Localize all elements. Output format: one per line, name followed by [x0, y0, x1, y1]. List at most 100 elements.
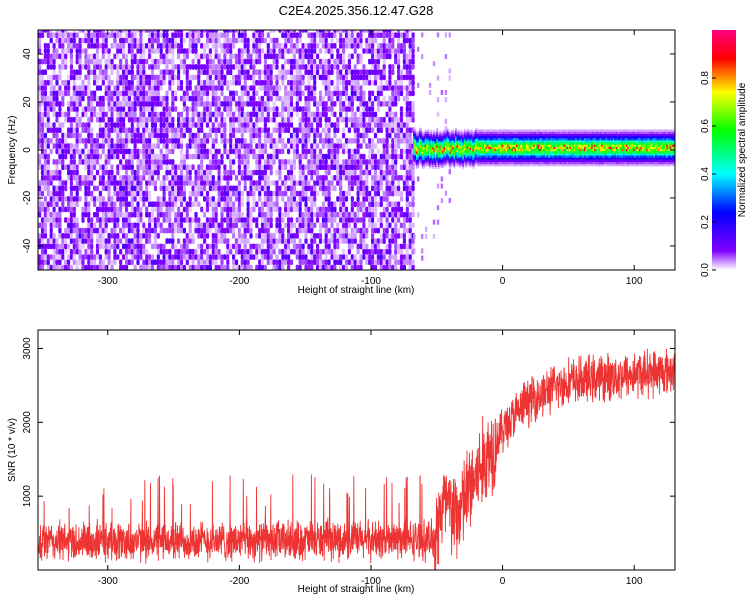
heat-cell: [98, 85, 102, 91]
heat-cell: [122, 153, 126, 160]
heat-cell: [185, 148, 189, 155]
heat-cell: [136, 227, 140, 234]
heat-cell: [298, 180, 302, 186]
heat-cell: [255, 243, 259, 250]
heat-cell: [405, 85, 409, 91]
heat-cell: [269, 180, 273, 186]
heat-cell: [208, 48, 212, 54]
heat-cell: [266, 106, 270, 112]
heat-cell: [145, 206, 149, 213]
heat-cell: [156, 217, 160, 223]
heat-cell: [52, 43, 56, 49]
heat-cell: [371, 254, 375, 260]
heat-cell: [179, 227, 184, 234]
heat-cell: [359, 243, 363, 250]
heat-cell: [327, 79, 331, 86]
heat-cell: [214, 37, 218, 44]
heat-cell: [284, 190, 288, 197]
heat-cell: [324, 37, 328, 44]
heat-cell: [243, 243, 247, 250]
heat-cell: [124, 79, 129, 86]
heat-cell: [408, 238, 412, 244]
heat-cell: [433, 151, 436, 154]
heat-cell: [78, 185, 82, 192]
heat-cell: [55, 238, 59, 244]
heat-cell: [168, 264, 172, 270]
heat-cell: [307, 185, 311, 192]
heat-cell: [122, 53, 126, 60]
heat-cell: [119, 227, 123, 234]
heat-cell: [382, 85, 386, 91]
heat-cell: [124, 180, 129, 186]
heat-cell: [243, 148, 247, 155]
heat-cell: [148, 106, 152, 112]
heat-cell: [240, 254, 244, 260]
heat-cell: [43, 101, 47, 107]
heat-cell: [127, 164, 131, 170]
heat-cell: [159, 79, 163, 86]
heat-cell: [142, 58, 146, 65]
heat-cell: [214, 233, 218, 239]
heat-cell: [226, 153, 230, 160]
heat-cell: [382, 58, 386, 65]
heat-cell: [136, 122, 140, 128]
heat-cell: [316, 164, 320, 170]
heat-cell: [316, 248, 320, 255]
heat-cell: [205, 90, 210, 97]
heat-cell: [287, 217, 291, 223]
heat-cell: [362, 153, 366, 160]
heat-cell: [408, 259, 412, 265]
heat-cell: [310, 111, 314, 118]
heat-cell: [67, 116, 71, 123]
heat-cell: [211, 175, 215, 181]
heat-cell: [130, 111, 134, 118]
heat-cell: [191, 48, 195, 54]
heat-cell: [61, 143, 65, 149]
heat-cell: [174, 227, 178, 234]
heat-cell: [447, 157, 450, 160]
heat-cell: [168, 85, 172, 91]
heat-cell: [124, 53, 129, 60]
heat-cell: [171, 143, 175, 149]
heat-cell: [81, 211, 85, 218]
heat-cell: [447, 163, 450, 167]
heat-cell: [101, 264, 105, 270]
heat-cell: [208, 58, 212, 65]
heat-cell: [174, 132, 178, 139]
heat-cell: [107, 159, 111, 165]
heat-cell: [69, 132, 73, 139]
heat-cell: [113, 180, 117, 186]
heat-cell: [391, 95, 395, 102]
heat-cell: [177, 74, 181, 81]
heat-cell: [301, 254, 305, 260]
heat-cell: [61, 185, 65, 192]
heat-cell: [136, 101, 140, 107]
heat-cell: [101, 127, 105, 133]
heat-cell: [411, 206, 415, 213]
heat-cell: [159, 111, 163, 118]
heat-cell: [330, 180, 334, 186]
heat-cell: [38, 48, 42, 54]
heat-cell: [310, 48, 314, 54]
heat-cell: [266, 248, 270, 255]
heat-cell: [327, 180, 331, 186]
heat-cell: [373, 53, 378, 60]
heat-cell: [240, 69, 244, 75]
heat-cell: [194, 175, 198, 181]
heat-cell: [347, 43, 351, 49]
heat-cell: [289, 43, 294, 49]
heat-cell: [260, 238, 265, 244]
heat-cell: [101, 238, 105, 244]
heat-cell: [449, 149, 452, 152]
heat-cell: [281, 217, 285, 223]
heat-cell: [110, 122, 114, 128]
heat-cell: [284, 32, 288, 38]
heat-cell: [119, 264, 123, 270]
heat-cell: [385, 243, 389, 250]
heat-cell: [205, 190, 210, 197]
heat-cell: [69, 164, 73, 170]
heat-cell: [84, 248, 88, 255]
heat-cell: [81, 238, 85, 244]
heat-cell: [185, 248, 189, 255]
heat-cell: [289, 159, 294, 165]
